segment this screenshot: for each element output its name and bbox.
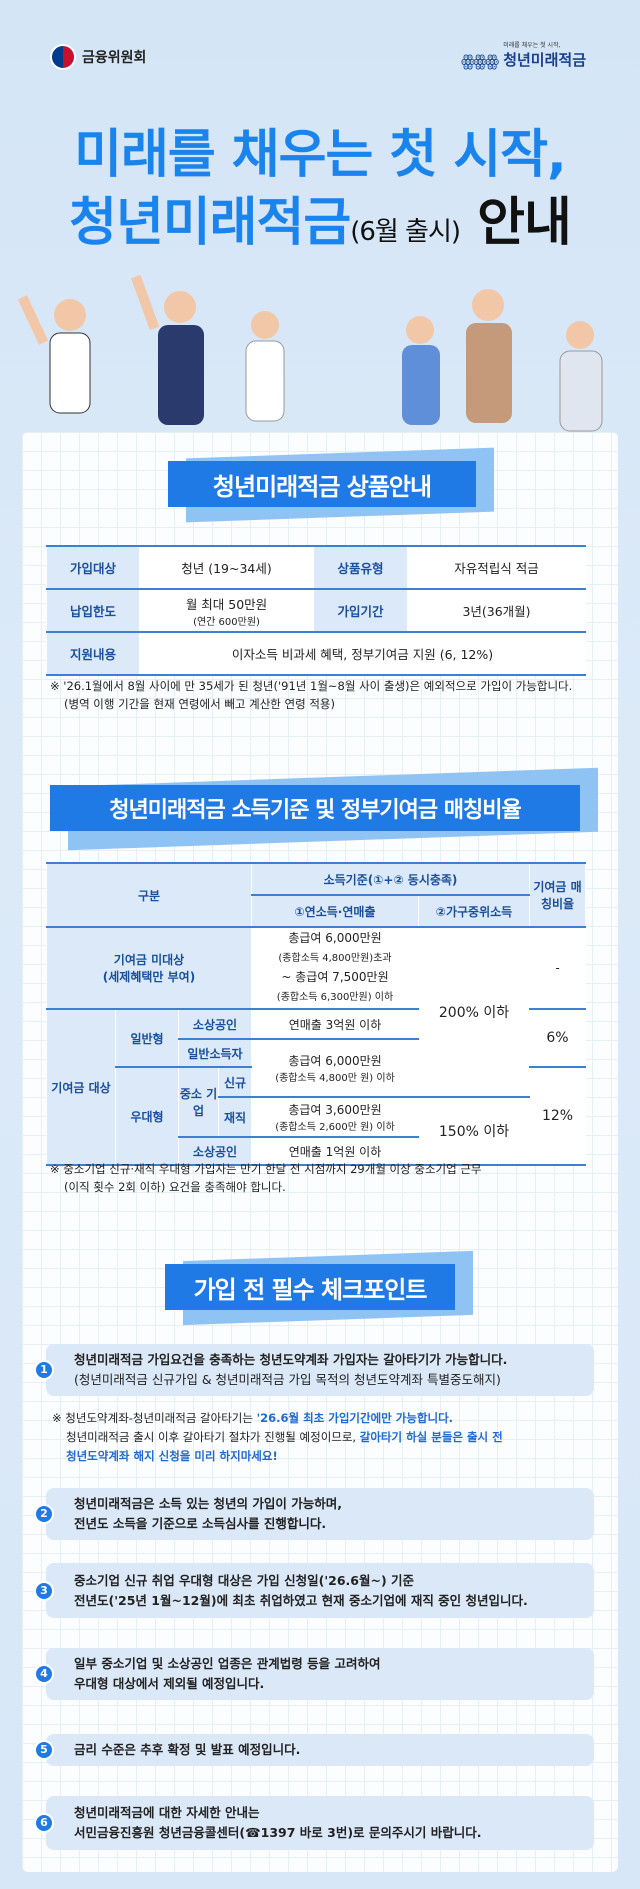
people-logo-icon: ꙮꙮꙮ	[461, 51, 499, 70]
product-note-line1: ※ '26.1월에서 8월 사이에 만 35세가 된 청년('91년 1월~8월…	[50, 679, 573, 693]
preferred-type: 우대형	[115, 1066, 179, 1166]
checkpoint-5: 5 금리 수준은 추후 확정 및 발표 예정입니다.	[34, 1734, 594, 1766]
table-row: 우대형 중소 기업 신규 12%	[47, 1066, 586, 1166]
header-category: 구분	[46, 862, 252, 928]
value-deposit-limit: 월 최대 50만원 (연간 600만원)	[139, 588, 314, 633]
number-badge-4: 4	[34, 1664, 54, 1684]
small-biz-general: 소상공인	[178, 1008, 252, 1040]
hero-release: (6월 출시)	[350, 217, 461, 247]
person-6	[559, 321, 603, 432]
target: 기여금 대상	[46, 1008, 116, 1166]
product-note-line2: (병역 이행 기간을 현재 연령에서 빼고 계산한 연령 적용)	[64, 697, 335, 711]
product-note: ※ '26.1월에서 8월 사이에 만 35세가 된 청년('91년 1월~8월…	[50, 677, 572, 713]
table-row: 일반소득자 총급여 6,000만원 (종합소득 4,800만 원) 이하	[47, 1038, 586, 1098]
income-note-line1: ※ 중소기업 신규·재직 우대형 가입자는 만기 한달 전 시점까지 29개월 …	[50, 1162, 482, 1176]
income-criteria-table: 구분 소득기준(①+② 동시충족) 기여금 매칭비율 ①연소득·연매출 ②가구중…	[46, 862, 586, 1166]
sme-new: 신규	[218, 1066, 252, 1098]
general-income: 총급여 6,000만원 (종합소득 4,800만 원) 이하	[251, 1038, 419, 1098]
number-badge-2: 2	[34, 1504, 54, 1524]
product-logo: ꙮꙮꙮ 미래를 채우는 첫 시작, 청년미래적금	[461, 40, 586, 70]
number-badge-5: 5	[34, 1740, 54, 1760]
table-row: 지원내용 이자소득 비과세 혜택, 정부기여금 지원 (6, 12%)	[46, 631, 586, 676]
table-row: 기여금 대상 일반형 소상공인 연매출 3억원 이하 6%	[46, 1008, 586, 1166]
deposit-limit-main: 월 최대 50만원	[185, 596, 268, 612]
median-200: 200% 이하	[418, 926, 530, 1098]
income-note: ※ 중소기업 신규·재직 우대형 가입자는 만기 한달 전 시점까지 29개월 …	[50, 1160, 482, 1196]
hero-guide: 안내	[477, 193, 572, 253]
general-earner: 일반소득자	[178, 1038, 252, 1068]
header-ratio: 기여금 매칭비율	[529, 862, 586, 928]
section-title-income-criteria: 청년미래적금 소득기준 및 정부기여금 매칭비율	[50, 785, 580, 831]
person-1	[17, 295, 91, 414]
number-badge-6: 6	[34, 1813, 54, 1833]
table-row: 가입대상 청년 (19~34세) 상품유형 자유적립식 적금	[46, 545, 586, 590]
sme: 중소 기업	[178, 1066, 219, 1138]
header-income2: ②가구중위소득	[418, 894, 530, 928]
preferred-income: 총급여 3,600만원 (종합소득 2,600만 원) 이하	[251, 1096, 419, 1138]
person-3	[245, 311, 285, 422]
label-deposit-limit: 납입한도	[46, 588, 140, 633]
income-note-line2: (이직 횟수 2회 이하) 요건을 충족해야 합니다.	[64, 1180, 286, 1194]
hero-title-line1: 미래를 채우는 첫 시작,	[74, 125, 567, 185]
switch-note: ※ 청년도약계좌-청년미래적금 갈아타기는 '26.6월 최초 가입기간에만 가…	[52, 1411, 503, 1463]
logo-slogan: 미래를 채우는 첫 시작,	[503, 42, 561, 49]
checkpoint-3: 3 중소기업 신규 취업 우대형 대상은 가입 신청일('26.6월~) 기준 전년…	[34, 1563, 594, 1618]
fsc-logo-text: 금융위원회	[82, 50, 147, 66]
table-row: 재직 총급여 3,600만원 (종합소득 2,600만 원) 이하 150% 이하	[47, 1096, 586, 1166]
non-target: 기여금 미대상 (세제혜택만 부여)	[46, 926, 252, 1010]
section-title-product-info: 청년미래적금 상품안내	[168, 461, 476, 507]
value-eligibility: 청년 (19~34세)	[139, 545, 314, 590]
ratio-12: 12%	[529, 1066, 586, 1166]
government-emblem-icon	[50, 44, 76, 70]
label-support: 지원내용	[46, 631, 140, 676]
checkpoint-6: 6 청년미래적금에 대한 자세한 안내는 서민금융진흥원 청년금융콜센터(☎1397…	[34, 1796, 594, 1850]
product-info-table: 가입대상 청년 (19~34세) 상품유형 자유적립식 적금 납입한도 월 최대…	[46, 545, 586, 676]
person-4	[402, 316, 440, 425]
person-5	[466, 289, 512, 423]
number-badge-3: 3	[34, 1580, 54, 1601]
checkpoint-4: 4 일부 중소기업 및 소상공인 업종은 관계법령 등을 고려하여 우대형 대상에서…	[34, 1648, 594, 1700]
label-eligibility: 가입대상	[46, 545, 140, 590]
table-row: 기여금 미대상 (세제혜택만 부여) 총급여 6,000만원 (종합소득 4,800…	[46, 926, 586, 1098]
hero-title-line2: 청년미래적금(6월 출시) 안내	[0, 180, 640, 255]
revenue-3: 연매출 3억원 이하	[251, 1008, 419, 1040]
table-row: 납입한도 월 최대 50만원 (연간 600만원) 가입기간 3년(36개월)	[46, 588, 586, 633]
revenue-1: 연매출 1억원 이하	[251, 1136, 419, 1166]
label-term: 가입기간	[313, 588, 408, 633]
sme-employed: 재직	[218, 1096, 252, 1138]
general-type: 일반형	[115, 1008, 179, 1068]
ratio-none: -	[529, 926, 586, 1010]
deposit-limit-sub: (연간 600만원)	[193, 616, 260, 628]
small-biz-preferred: 소상공인	[178, 1136, 252, 1166]
non-target-income: 총급여 6,000만원 (종합소득 4,800만원)초과 ~ 총급여 7,500만원…	[251, 926, 419, 1010]
checkpoint-1: 1 청년미래적금 가입요건을 충족하는 청년도약계좌 가입자는 갈아타기가 가능합…	[34, 1344, 594, 1396]
checkpoint-2: 2 청년미래적금은 소득 있는 청년의 가입이 가능하며, 전년도 소득을 기준으로…	[34, 1488, 594, 1540]
logo-name: 청년미래적금	[503, 51, 586, 69]
fsc-logo: 금융위원회	[50, 44, 146, 70]
value-product-type: 자유적립식 적금	[407, 545, 586, 590]
person-2	[131, 274, 204, 425]
young-people-illustration	[17, 274, 603, 432]
hero-product: 청년미래적금	[69, 193, 351, 253]
header-income1: ①연소득·연매출	[251, 894, 419, 928]
value-term: 3년(36개월)	[407, 588, 586, 633]
number-badge-1: 1	[34, 1360, 54, 1380]
median-150: 150% 이하	[418, 1096, 530, 1166]
section-title-checkpoints: 가입 전 필수 체크포인트	[165, 1264, 455, 1310]
ratio-6: 6%	[529, 1008, 586, 1068]
header-income: 소득기준(①+② 동시충족)	[251, 862, 530, 896]
table-row: 소상공인 연매출 1억원 이하	[47, 1136, 586, 1166]
phone-icon: ☎	[245, 1825, 261, 1840]
value-support: 이자소득 비과세 혜택, 정부기여금 지원 (6, 12%)	[139, 631, 586, 676]
label-product-type: 상품유형	[313, 545, 408, 590]
